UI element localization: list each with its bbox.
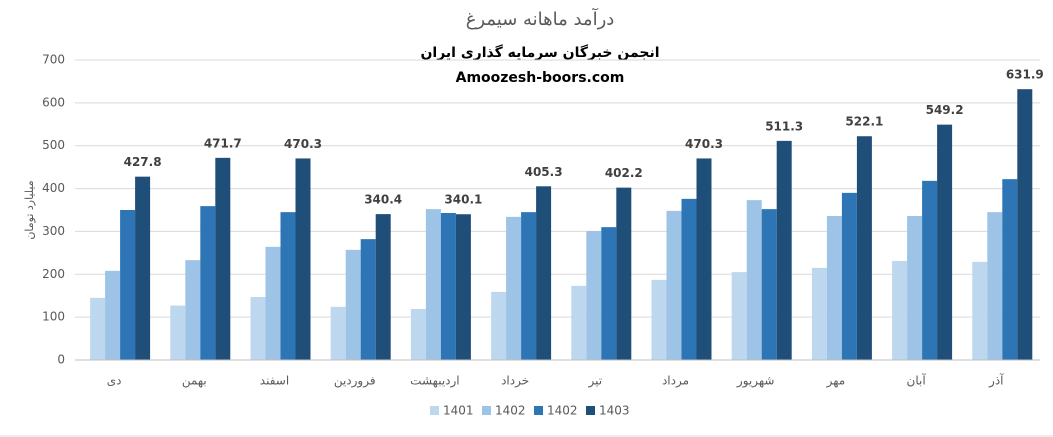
- bar: [330, 306, 346, 360]
- bar: [761, 209, 777, 360]
- bar: [1002, 179, 1018, 360]
- y-tick-label: 0: [57, 353, 65, 367]
- x-tick-label: مرداد: [662, 374, 689, 389]
- bar: [937, 124, 953, 360]
- bar: [907, 216, 923, 360]
- data-label: 511.3: [765, 119, 803, 133]
- data-label: 340.1: [444, 193, 482, 207]
- x-tick-label: مهر: [826, 374, 846, 389]
- y-tick-label: 700: [42, 53, 65, 67]
- bar: [491, 291, 507, 360]
- data-label: 471.7: [204, 136, 242, 150]
- bar: [922, 180, 938, 360]
- chart-subtitle: انجمن خبرگان سرمایه گذاری ایران: [420, 44, 659, 61]
- legend-label: 1401: [443, 404, 474, 418]
- bar: [295, 158, 311, 360]
- bar: [345, 249, 361, 360]
- bar: [90, 297, 106, 360]
- data-label: 522.1: [845, 115, 883, 129]
- legend-swatch: [430, 406, 439, 415]
- x-tick-label: فروردین: [334, 374, 376, 389]
- bar: [1017, 89, 1033, 360]
- y-axis-label: میلیارد تومان: [23, 180, 36, 239]
- bar: [972, 261, 988, 360]
- bar: [856, 136, 872, 360]
- bar: [586, 231, 602, 360]
- data-label: 470.3: [685, 137, 723, 151]
- bar: [776, 140, 792, 360]
- legend-swatch: [534, 406, 543, 415]
- bar: [215, 157, 231, 360]
- x-tick-label: خرداد: [501, 374, 529, 389]
- bar: [280, 212, 296, 360]
- bar: [455, 214, 471, 360]
- bar: [746, 200, 762, 360]
- x-tick-label: تیر: [588, 374, 603, 389]
- data-label: 549.2: [926, 103, 964, 117]
- bar: [105, 270, 121, 360]
- bar: [360, 239, 376, 360]
- bar: [616, 187, 632, 360]
- bar: [185, 260, 201, 360]
- bar: [425, 209, 441, 360]
- legend-label: 1402: [495, 404, 526, 418]
- x-tick-label: آبان: [907, 373, 927, 388]
- bar: [135, 176, 151, 360]
- bar: [265, 246, 281, 360]
- data-label: 402.2: [605, 166, 643, 180]
- y-tick-label: 400: [42, 181, 65, 195]
- data-label: 427.8: [124, 155, 162, 169]
- bar: [521, 212, 537, 360]
- bar: [440, 213, 456, 360]
- bar: [120, 210, 136, 360]
- x-tick-label: آذر: [988, 373, 1004, 389]
- x-tick-label: اردیبهشت: [410, 374, 459, 389]
- bar: [250, 297, 266, 360]
- bar: [410, 309, 426, 360]
- legend-swatch: [586, 406, 595, 415]
- bar: [571, 285, 587, 360]
- bar: [375, 214, 391, 360]
- x-tick-label: شهریور: [736, 374, 775, 389]
- legend-label: 1403: [599, 404, 630, 418]
- data-label: 470.3: [284, 137, 322, 151]
- bar: [696, 158, 712, 360]
- bar: [536, 186, 552, 360]
- bar: [731, 272, 747, 360]
- legend-swatch: [482, 406, 491, 415]
- bar: [892, 261, 908, 360]
- bar: [811, 267, 827, 360]
- legend-label: 1402: [547, 404, 578, 418]
- bar: [601, 227, 617, 360]
- x-tick-label: دی: [107, 374, 122, 388]
- y-tick-label: 600: [42, 95, 65, 109]
- y-tick-label: 100: [42, 310, 65, 324]
- bar: [170, 305, 186, 360]
- y-tick-label: 300: [42, 224, 65, 238]
- bar: [841, 192, 857, 360]
- data-label: 340.4: [364, 193, 402, 207]
- data-label: 405.3: [525, 165, 563, 179]
- bar: [681, 198, 697, 360]
- bar: [666, 210, 682, 360]
- data-label: 631.9: [1006, 68, 1044, 82]
- bar: [651, 279, 667, 360]
- chart-subtitle: Amoozesh-boors.com: [456, 70, 625, 86]
- bar: [200, 206, 216, 360]
- x-tick-label: اسفند: [260, 374, 289, 388]
- x-tick-label: بهمن: [182, 374, 207, 389]
- y-tick-label: 200: [42, 267, 65, 281]
- y-tick-label: 500: [42, 138, 65, 152]
- chart-title: درآمد ماهانه سیمرغ: [466, 7, 615, 30]
- bar: [826, 216, 842, 360]
- bar: [506, 216, 522, 360]
- bar: [987, 212, 1003, 360]
